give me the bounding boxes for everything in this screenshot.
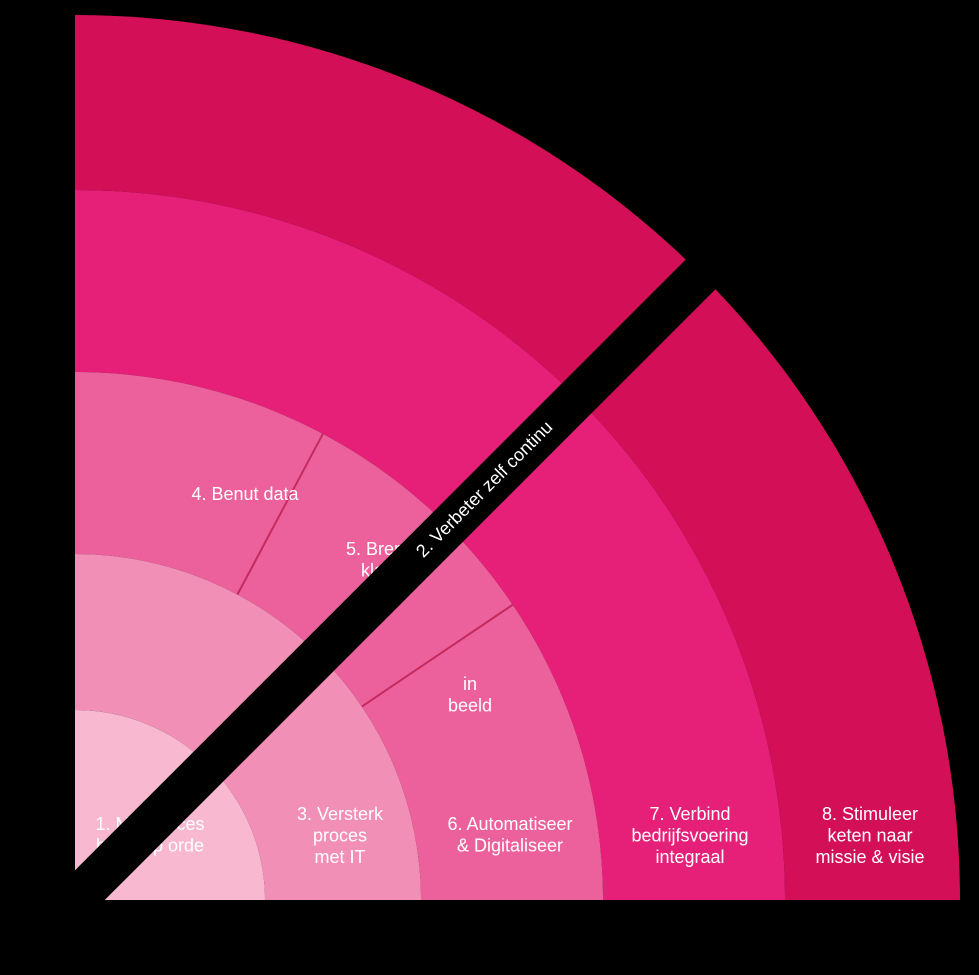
label-l7-line-3: integraal [655, 847, 724, 867]
label-l5b-line-2: beeld [448, 696, 492, 716]
label-l4: 4. Benut data [191, 484, 299, 504]
label-l3-line-2: proces [313, 826, 367, 846]
label-l6: 6. Automatiseer& Digitaliseer [447, 814, 572, 856]
label-l8-line-2: keten naar [827, 826, 912, 846]
label-l6-line-2: & Digitaliseer [457, 836, 563, 856]
label-l6-line-1: 6. Automatiseer [447, 814, 572, 834]
label-l8: 8. Stimuleerketen naarmissie & visie [815, 804, 924, 867]
label-l3-line-1: 3. Versterk [297, 804, 384, 824]
label-l4-line-1: 4. Benut data [191, 484, 299, 504]
label-l3-line-3: met IT [314, 847, 365, 867]
label-l8-line-1: 8. Stimuleer [822, 804, 918, 824]
radial-diagram: 1. Met procesbasis op orde3. Versterkpro… [0, 0, 979, 975]
label-l7-line-2: bedrijfsvoering [631, 826, 748, 846]
label-l5b-line-1: in [463, 674, 477, 694]
label-l8-line-3: missie & visie [815, 847, 924, 867]
label-l7-line-1: 7. Verbind [649, 804, 730, 824]
